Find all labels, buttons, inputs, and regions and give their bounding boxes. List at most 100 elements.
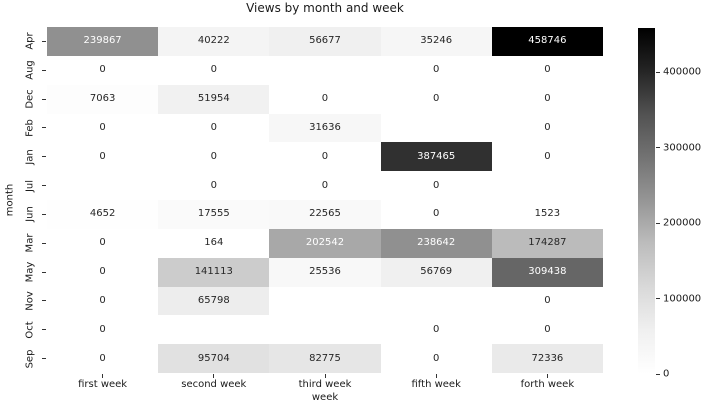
y-tick-label: Feb [24,119,36,137]
colorbar-tick [656,298,660,300]
heatmap-cell: 56769 [380,257,492,287]
heatmap-cell: 0 [47,257,159,287]
heatmap-cell: 56677 [269,27,381,56]
y-tick [42,127,46,129]
y-tick [42,271,46,273]
y-tick-label: Mar [24,233,36,253]
heatmap-cell: 0 [269,142,381,172]
heatmap-cell: 17555 [158,200,270,229]
heatmap-cell: 0 [47,286,159,316]
heatmap-cell: 0 [491,315,603,345]
heatmap-cell: 35246 [380,27,492,56]
heatmap-cell: 164 [158,228,270,258]
heatmap-cell: 0 [158,55,270,85]
heatmap-cell: 238642 [380,228,492,258]
heatmap-cell: 0 [47,55,159,85]
heatmap-cell: 95704 [158,344,270,373]
heatmap-cell: 65798 [158,286,270,316]
x-tick-label: fifth week [411,379,461,390]
heatmap-cell: 22565 [269,200,381,229]
y-tick-label: Aug [24,60,36,81]
heatmap-cell: 309438 [491,257,603,287]
heatmap-cell: 387465 [380,142,492,172]
y-tick-label: Jul [24,179,36,192]
heatmap-cell: 0 [47,344,159,373]
heatmap-cell-empty [491,171,603,200]
y-tick-label: Sep [24,349,36,369]
heatmap-cell: 0 [491,142,603,172]
y-tick [42,40,46,42]
heatmap-cell: 239867 [47,27,159,56]
y-tick-label: Apr [24,32,36,51]
x-tick-label: forth week [520,379,575,390]
heatmap-cell-empty [380,286,492,316]
heatmap-cell: 0 [380,200,492,229]
y-tick [42,185,46,187]
x-tick [435,374,437,378]
heatmap-cell: 40222 [158,27,270,56]
heatmap-cell: 0 [491,55,603,85]
heatmap-cell: 0 [47,113,159,143]
heatmap-cell: 0 [47,142,159,172]
y-tick-label: Dec [24,89,36,109]
heatmap-cell: 0 [491,113,603,143]
y-tick [42,300,46,302]
y-tick [42,242,46,244]
heatmap-cell: 0 [47,228,159,258]
heatmap-cell-empty [269,286,381,316]
x-tick [324,374,326,378]
heatmap-cell: 0 [158,113,270,143]
x-tick-label: third week [298,379,352,390]
y-tick-label: Oct [24,321,36,339]
heatmap-cell: 0 [158,171,270,200]
heatmap-cell: 0 [380,55,492,85]
y-tick-label: Jan [24,149,36,165]
heatmap-cell: 51954 [158,84,270,114]
colorbar-tick [656,222,660,224]
heatmap-cell: 0 [380,171,492,200]
colorbar-tick-label: 200000 [663,217,702,229]
heatmap-cell-empty [47,171,159,200]
colorbar-tick-label: 0 [663,368,670,380]
x-tick [546,374,548,378]
y-tick-label: Nov [24,291,36,311]
x-tick [102,374,104,378]
x-tick-label: second week [181,379,247,390]
heatmap-cell: 0 [380,344,492,373]
y-axis-label: month [4,183,16,217]
y-tick [42,156,46,158]
heatmap-cell: 0 [380,315,492,345]
chart-title: Views by month and week [246,1,404,15]
colorbar-tick [656,373,660,375]
y-tick [42,69,46,71]
y-tick-label: May [24,261,36,283]
heatmap-grid: 239867 40222 56677 35246 458746 0 0 0 0 7063 51954… [47,27,603,373]
heatmap-cell: 0 [491,286,603,316]
heatmap-cell: 7063 [47,84,159,114]
heatmap-cell: 0 [269,171,381,200]
y-tick-label: Jun [24,206,36,223]
heatmap-cell: 82775 [269,344,381,373]
heatmap-cell: 72336 [491,344,603,373]
heatmap-cell: 0 [47,315,159,345]
heatmap-cell: 141113 [158,257,270,287]
heatmap-cell-empty [158,315,270,345]
heatmap-cell: 0 [158,142,270,172]
heatmap-cell: 0 [269,84,381,114]
colorbar-gradient [638,28,655,374]
heatmap-cell: 31636 [269,113,381,143]
heatmap-cell-empty [269,55,381,85]
y-tick [42,213,46,215]
heatmap-cell-empty [269,315,381,345]
y-tick [42,98,46,100]
heatmap-cell: 458746 [491,27,603,56]
heatmap-cell: 1523 [491,200,603,229]
heatmap-cell: 202542 [269,228,381,258]
colorbar-tick [656,147,660,149]
heatmap-cell: 174287 [491,228,603,258]
heatmap-cell: 0 [380,84,492,114]
colorbar-tick-label: 300000 [663,142,702,154]
y-tick [42,358,46,360]
x-tick-label: first week [78,379,128,390]
